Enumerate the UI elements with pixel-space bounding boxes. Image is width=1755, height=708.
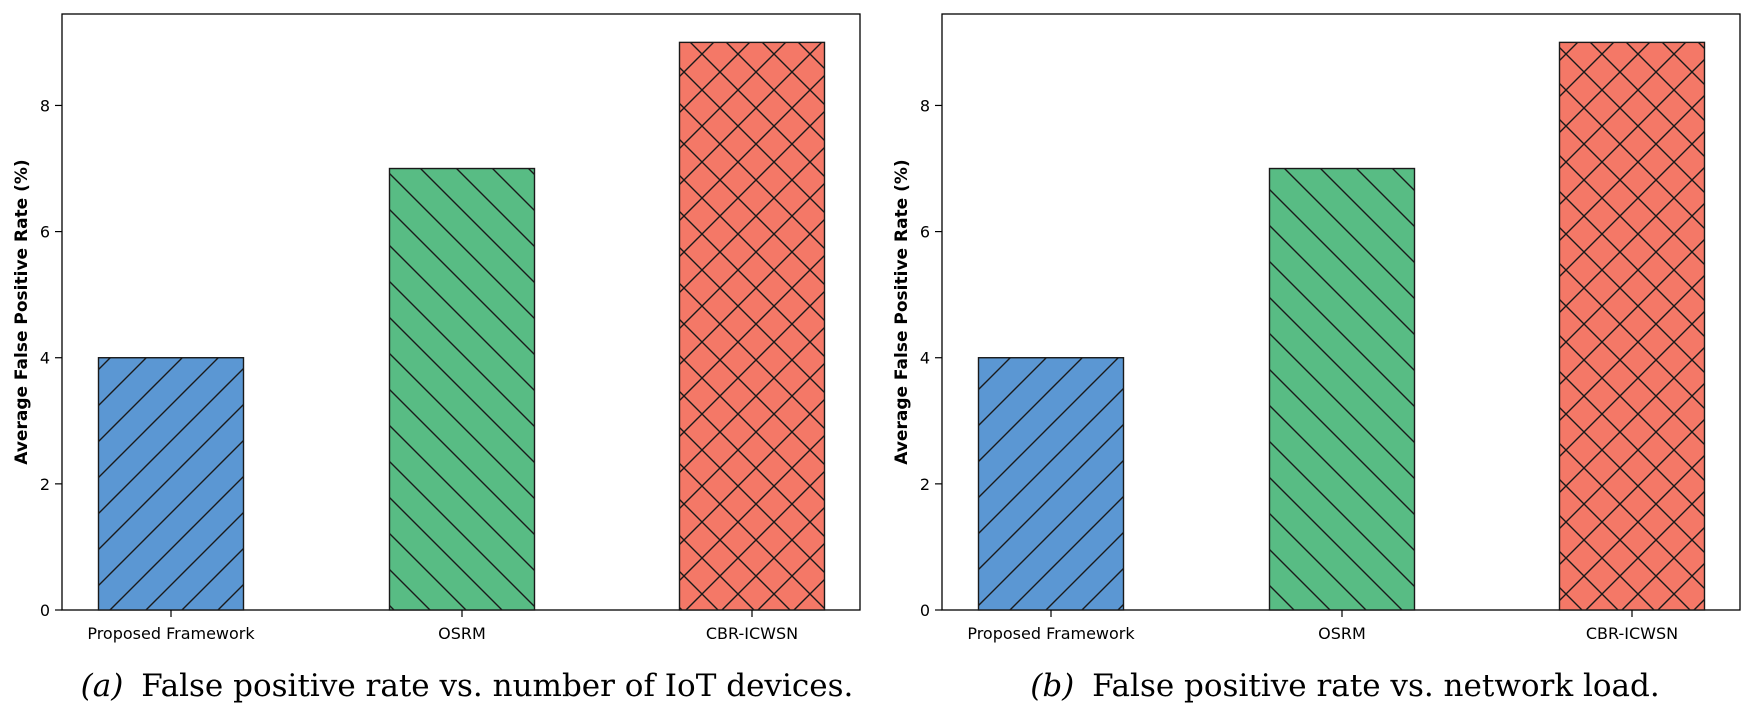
x-ticks: Proposed Framework OSRM CBR-ICWSN	[967, 610, 1678, 643]
y-axis-label: Average False Positive Rate (%)	[12, 159, 32, 464]
y-tick-label: 4	[40, 349, 50, 368]
caption-letter: (a)	[81, 668, 124, 704]
y-ticks: 0 2 4 6 8	[40, 96, 62, 620]
x-tick-label: CBR-ICWSN	[706, 624, 798, 643]
bar-hatch-cbr-icwsn	[1558, 41, 1706, 611]
chart-panel-b: 0 2 4 6 8 Proposed Framework OSRM CBR-ICWSN Av…	[892, 13, 1741, 704]
caption-text: False positive rate vs. network load.	[1092, 668, 1660, 704]
x-tick-label: Proposed Framework	[967, 624, 1135, 643]
caption-text: False positive rate vs. number of IoT de…	[141, 668, 853, 704]
x-tick-label: OSRM	[1318, 624, 1366, 643]
x-tick-label: Proposed Framework	[87, 624, 255, 643]
caption-b: (b) False positive rate vs. network load…	[1030, 668, 1660, 704]
bar-hatch-osrm	[1268, 167, 1416, 611]
caption-a: (a) False positive rate vs. number of Io…	[81, 668, 854, 704]
y-tick-label: 2	[920, 475, 930, 494]
y-tick-label: 6	[40, 223, 50, 242]
y-tick-label: 8	[920, 96, 930, 115]
y-tick-label: 4	[920, 349, 930, 368]
bar-hatch-cbr-icwsn	[678, 41, 826, 611]
y-tick-label: 0	[920, 601, 930, 620]
caption-letter: (b)	[1030, 668, 1074, 704]
y-tick-label: 6	[920, 223, 930, 242]
y-tick-label: 8	[40, 96, 50, 115]
y-tick-label: 2	[40, 475, 50, 494]
y-ticks: 0 2 4 6 8	[920, 96, 942, 620]
chart-panel-a: 0 2 4 6 8 Proposed Framework OSRM CBR-ICWSN Av…	[12, 13, 861, 704]
y-axis-label: Average False Positive Rate (%)	[892, 159, 912, 464]
bars	[97, 41, 826, 611]
bars	[977, 41, 1706, 611]
bar-hatch-osrm	[388, 167, 536, 611]
bar-hatch-proposed-framework	[977, 357, 1125, 611]
bar-hatch-proposed-framework	[97, 357, 245, 611]
x-ticks: Proposed Framework OSRM CBR-ICWSN	[87, 610, 798, 643]
x-tick-label: OSRM	[438, 624, 486, 643]
x-tick-label: CBR-ICWSN	[1586, 624, 1678, 643]
y-tick-label: 0	[40, 601, 50, 620]
